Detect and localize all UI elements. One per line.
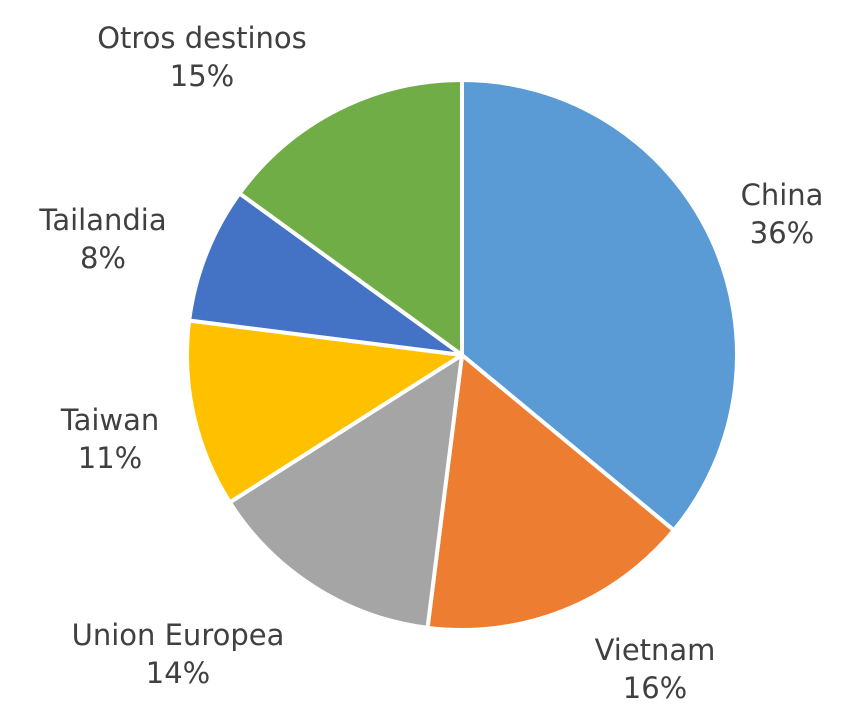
value-label: 36% — [750, 216, 814, 250]
slice-label: China — [741, 178, 824, 212]
slice-label: Otros destinos — [97, 21, 307, 55]
value-label: 16% — [623, 671, 687, 705]
pie-slice — [460, 78, 739, 533]
slice-label: Vietnam — [595, 633, 716, 667]
pie-slice — [425, 353, 676, 632]
value-label: 15% — [170, 59, 234, 93]
slice-label: Tailandia — [38, 203, 166, 237]
value-label: 8% — [80, 241, 126, 275]
slice-label: Union Europea — [72, 618, 285, 652]
value-label: 14% — [146, 656, 210, 690]
pie-slice — [187, 191, 464, 357]
pie-slice — [227, 353, 464, 630]
value-label: 11% — [78, 441, 142, 475]
slice-label: Taiwan — [60, 403, 160, 437]
pie-slice — [237, 78, 464, 357]
pie-slice — [185, 318, 464, 505]
